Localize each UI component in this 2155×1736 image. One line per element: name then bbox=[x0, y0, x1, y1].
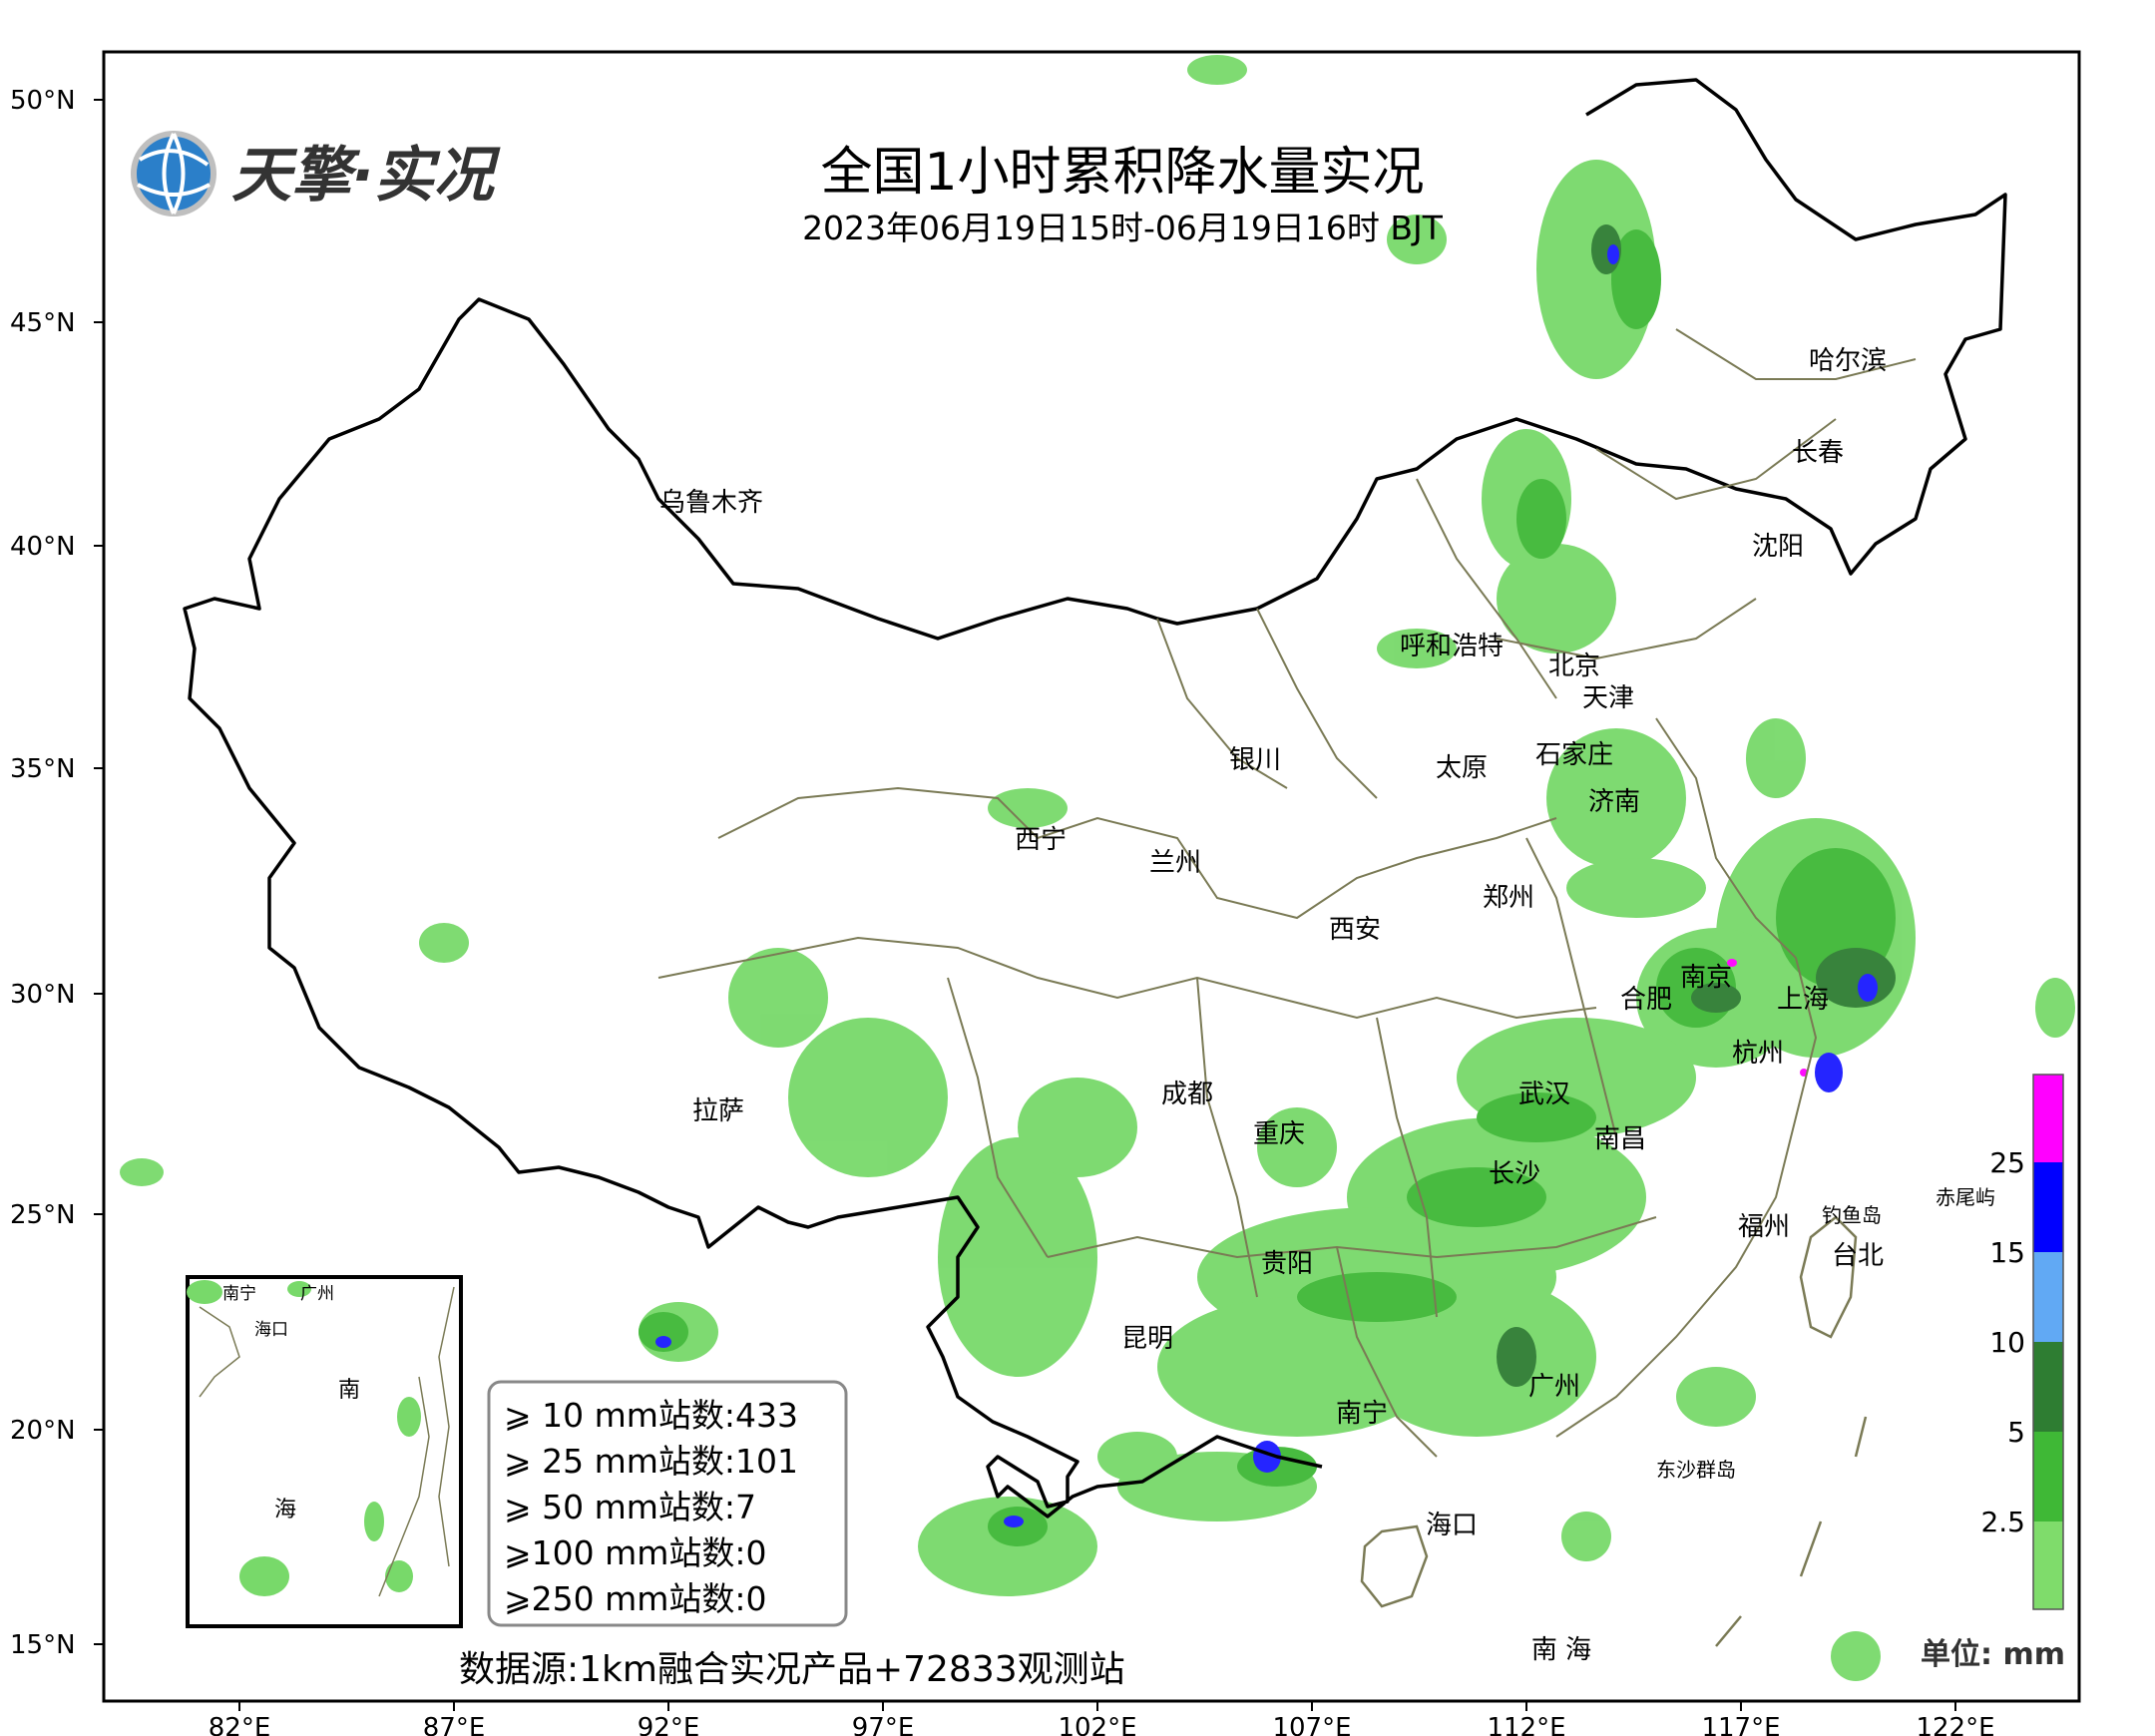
city-label: 东沙群岛 bbox=[1656, 1458, 1736, 1482]
lon-axis: 82°E 87°E 92°E 97°E 102°E 107°E 112°E 11… bbox=[209, 1713, 1995, 1736]
lat-axis: 50°N 45°N 40°N 35°N 30°N 25°N 20°N 15°N bbox=[10, 86, 76, 1660]
lon-label: 117°E bbox=[1701, 1713, 1780, 1736]
city-label: 杭州 bbox=[1732, 1039, 1784, 1069]
lon-label: 87°E bbox=[423, 1713, 486, 1736]
colorbar-segment bbox=[2033, 1075, 2063, 1162]
lat-ticks bbox=[94, 99, 104, 1645]
city-label: 南昌 bbox=[1594, 1124, 1646, 1154]
stats-row: ⩾100 mm站数:0 bbox=[504, 1533, 767, 1572]
city-label: 南京 bbox=[1680, 963, 1732, 993]
stats-row: ⩾ 10 mm站数:433 bbox=[504, 1396, 798, 1435]
city-label: 赤尾屿 bbox=[1936, 1185, 1995, 1209]
colorbar-legend: 2.5 5 10 15 25 单位: mm bbox=[1921, 1074, 2065, 1672]
nine-dash-line bbox=[1715, 1416, 1868, 1647]
city-label: 兰州 bbox=[1149, 848, 1201, 878]
rain-layer bbox=[120, 55, 2075, 1681]
city-label: 贵阳 bbox=[1261, 1249, 1313, 1279]
city-label: 北京 bbox=[1548, 651, 1600, 681]
city-label: 沈阳 bbox=[1752, 532, 1804, 562]
station-stats-box: ⩾ 10 mm站数:433 ⩾ 25 mm站数:101 ⩾ 50 mm站数:7 … bbox=[487, 1380, 848, 1627]
globe-icon bbox=[131, 131, 216, 217]
colorbar-tick: 10 bbox=[1989, 1326, 2025, 1359]
stats-row: ⩾250 mm站数:0 bbox=[504, 1579, 767, 1618]
lon-label: 102°E bbox=[1058, 1713, 1136, 1736]
city-label: 拉萨 bbox=[692, 1096, 744, 1126]
inset-label: 南宁 bbox=[222, 1284, 256, 1304]
lon-label: 92°E bbox=[638, 1713, 700, 1736]
inset-map: 南宁 广州 海口 南 海 bbox=[186, 1275, 463, 1628]
city-label: 广州 bbox=[1528, 1372, 1580, 1402]
lat-label: 25°N bbox=[10, 1200, 76, 1230]
logo-text: 天擎·实况 bbox=[231, 141, 501, 211]
city-label: 海口 bbox=[1426, 1511, 1478, 1540]
taiwan-outline bbox=[1799, 1215, 1858, 1339]
lon-label: 82°E bbox=[209, 1713, 271, 1736]
city-label: 南 海 bbox=[1531, 1635, 1591, 1665]
city-label: 西安 bbox=[1329, 915, 1381, 945]
stats-row: ⩾ 25 mm站数:101 bbox=[504, 1442, 798, 1481]
stats-row: ⩾ 50 mm站数:7 bbox=[504, 1488, 756, 1526]
city-label: 武汉 bbox=[1518, 1080, 1570, 1109]
city-label: 郑州 bbox=[1483, 883, 1534, 913]
city-label: 济南 bbox=[1588, 787, 1640, 817]
inset-label: 海口 bbox=[254, 1320, 288, 1340]
city-label: 呼和浩特 bbox=[1400, 632, 1504, 661]
hainan-outline bbox=[1360, 1524, 1429, 1608]
map-subtitle: 2023年06月19日15时-06月19日16时 BJT bbox=[802, 209, 1444, 247]
lon-label: 112°E bbox=[1487, 1713, 1565, 1736]
city-label: 上海 bbox=[1777, 985, 1829, 1015]
lat-label: 15°N bbox=[10, 1630, 76, 1660]
colorbar-segment bbox=[2033, 1342, 2063, 1432]
lat-label: 45°N bbox=[10, 308, 76, 338]
city-label: 昆明 bbox=[1121, 1324, 1173, 1354]
city-label: 西宁 bbox=[1015, 825, 1067, 855]
city-label: 天津 bbox=[1582, 683, 1634, 713]
colorbar-segment bbox=[2033, 1521, 2063, 1609]
city-label: 成都 bbox=[1161, 1080, 1213, 1109]
city-label: 长春 bbox=[1792, 438, 1844, 468]
inset-label: 海 bbox=[274, 1498, 296, 1522]
lat-label: 35°N bbox=[10, 754, 76, 784]
colorbar-tick: 25 bbox=[1989, 1146, 2025, 1179]
lon-ticks bbox=[238, 1701, 1956, 1711]
colorbar-segment bbox=[2033, 1432, 2063, 1521]
city-label: 银川 bbox=[1229, 745, 1281, 775]
colorbar-segment bbox=[2033, 1162, 2063, 1252]
country-border bbox=[183, 78, 2007, 1519]
city-label: 石家庄 bbox=[1535, 740, 1613, 770]
city-label: 重庆 bbox=[1253, 1119, 1305, 1149]
inset-label: 南 bbox=[338, 1378, 360, 1403]
colorbar-tick: 2.5 bbox=[1980, 1506, 2025, 1538]
lat-label: 20°N bbox=[10, 1416, 76, 1446]
city-label: 钓鱼岛 bbox=[1822, 1203, 1882, 1227]
colorbar-unit: 单位: mm bbox=[1921, 1637, 2065, 1672]
lat-label: 50°N bbox=[10, 86, 76, 116]
colorbar-tick: 5 bbox=[2007, 1416, 2025, 1449]
colorbar-segment bbox=[2033, 1252, 2063, 1342]
city-label: 合肥 bbox=[1620, 985, 1672, 1015]
lon-label: 122°E bbox=[1916, 1713, 1994, 1736]
lat-label: 30°N bbox=[10, 980, 76, 1010]
city-labels: 哈尔滨 长春 沈阳 乌鲁木齐 呼和浩特 北京 天津 银川 太原 石家庄 济南 西… bbox=[659, 346, 1995, 1665]
city-label: 太原 bbox=[1436, 753, 1488, 783]
city-label: 南宁 bbox=[1336, 1399, 1388, 1429]
city-label: 台北 bbox=[1832, 1241, 1884, 1271]
map-title: 全国1小时累积降水量实况 bbox=[820, 143, 1424, 203]
lon-label: 97°E bbox=[852, 1713, 915, 1736]
lon-label: 107°E bbox=[1272, 1713, 1351, 1736]
data-source: 数据源:1km融合实况产品+72833观测站 bbox=[459, 1649, 1125, 1690]
province-borders bbox=[657, 328, 1917, 1458]
lat-label: 40°N bbox=[10, 532, 76, 562]
city-label: 乌鲁木齐 bbox=[659, 488, 763, 518]
city-label: 长沙 bbox=[1489, 1159, 1540, 1189]
city-label: 哈尔滨 bbox=[1809, 346, 1887, 376]
city-label: 福州 bbox=[1738, 1212, 1790, 1242]
colorbar-tick: 15 bbox=[1989, 1236, 2025, 1269]
inset-label: 广州 bbox=[300, 1284, 334, 1304]
logo: 天擎·实况 bbox=[131, 131, 501, 217]
